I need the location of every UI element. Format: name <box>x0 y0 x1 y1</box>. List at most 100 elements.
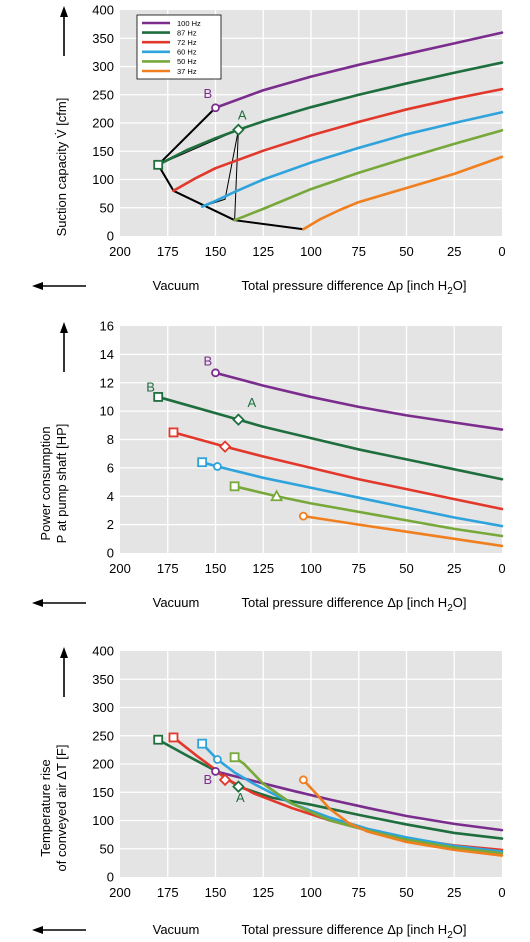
chart1-legend-box <box>136 14 222 80</box>
chart3-xaxis-arrow-head <box>32 926 43 934</box>
chart1-xtick-label-8: 0 <box>498 244 505 259</box>
chart1-boundary-line-3 <box>234 129 239 221</box>
chart2-marker-8 <box>270 489 284 502</box>
chart2-xtick-label-0: 200 <box>109 561 131 576</box>
chart1-legend-label-3: 60 Hz <box>177 48 197 57</box>
chart3-marker-1 <box>168 732 179 743</box>
chart3-xtick-label-6: 50 <box>399 885 413 900</box>
chart1-legend-label-4: 50 Hz <box>177 57 197 66</box>
chart2-marker-6 <box>213 462 222 471</box>
chart2-xtick-label-6: 50 <box>399 561 413 576</box>
chart1-series-37hz-line <box>302 155 504 231</box>
chart3-series-87hz-line <box>156 738 504 840</box>
chart1-ytick-label-7: 350 <box>92 31 114 46</box>
chart2-ytick-label-3: 6 <box>107 460 114 475</box>
chart3-xtick-label-8: 0 <box>498 885 505 900</box>
chart1-legend-label-5: 37 Hz <box>177 67 197 76</box>
chart1-series-60hz-line <box>200 110 504 208</box>
chart3-series-37hz-line <box>302 778 504 857</box>
chart3-xlabel-vacuum: Vacuum <box>153 922 200 937</box>
chart2-xtick-label-8: 0 <box>498 561 505 576</box>
chart3-ylabel-line-0: Temperature rise <box>38 759 53 857</box>
chart3-ytick-label-8: 400 <box>92 644 114 659</box>
chart3-ytick-label-6: 300 <box>92 700 114 715</box>
chart2-ylabel-line-1: P at pump shaft [HP] <box>54 424 69 544</box>
chart3-marker-8 <box>232 780 245 793</box>
chart2-xtick-label-5: 75 <box>352 561 366 576</box>
chart2-marker-7 <box>229 481 240 492</box>
chart2-series-100hz-line <box>214 371 504 431</box>
chart1-marker-0 <box>211 103 220 113</box>
chart1-xaxis-arrow-head <box>32 282 43 290</box>
chart1-yaxis-arrow-head <box>60 6 68 17</box>
chart3-ylabel-line-1: of conveyed air ΔT [F] <box>54 745 69 872</box>
chart3-ytick-label-2: 100 <box>92 813 114 828</box>
chart2-marker-4 <box>218 440 232 453</box>
chart1-ytick-label-3: 150 <box>92 144 114 159</box>
chart2-series-60hz-line <box>200 460 504 528</box>
chart2-ylabel-line-0: Power consumption <box>38 426 53 540</box>
chart3-xtick-label-0: 200 <box>109 885 131 900</box>
chart2-annotation-B-1: B <box>146 379 155 394</box>
chart3-marker-5 <box>213 755 222 764</box>
chart1-ytick-label-4: 200 <box>92 116 114 131</box>
chart1-xtick-label-4: 100 <box>300 244 322 259</box>
chart2-ytick-label-7: 14 <box>100 347 114 362</box>
chart1-xtick-label-7: 25 <box>447 244 461 259</box>
chart2-xtick-label-1: 175 <box>157 561 179 576</box>
chart1-marker-2 <box>153 159 164 170</box>
chart1-ytick-label-5: 250 <box>92 87 114 102</box>
chart2-marker-1 <box>153 392 164 402</box>
chart1-legend-label-0: 100 Hz <box>177 19 201 28</box>
chart2-ytick-label-8: 16 <box>100 319 114 334</box>
chart2-annotation-B-0: B <box>204 354 213 369</box>
chart3-xlabel: Total pressure difference Δp [inch H2O] <box>241 922 466 941</box>
chart3-xtick-label-3: 125 <box>252 885 274 900</box>
chart2-yaxis-arrow-head <box>60 322 68 333</box>
chart2-ytick-label-0: 0 <box>107 546 114 561</box>
chart1-annotation-B-0: B <box>204 86 213 101</box>
chart2-marker-5 <box>197 457 208 468</box>
chart1-series-100hz-line <box>214 31 504 110</box>
chart1-legend-label-1: 87 Hz <box>177 28 197 37</box>
chart1-xlabel-vacuum: Vacuum <box>153 278 200 293</box>
chart2-xlabel: Total pressure difference Δp [inch H2O] <box>241 595 466 614</box>
chart3-xtick-label-7: 25 <box>447 885 461 900</box>
chart2-marker-0 <box>211 368 220 378</box>
chart2-series-72hz-line <box>172 431 504 511</box>
chart2-marker-2 <box>232 413 245 426</box>
chart3-marker-3 <box>229 752 240 763</box>
chart3-ytick-label-3: 150 <box>92 785 114 800</box>
chart3-ytick-label-4: 200 <box>92 757 114 772</box>
chart2-xtick-label-7: 25 <box>447 561 461 576</box>
chart3-marker-0 <box>153 734 164 745</box>
chart2-xtick-label-3: 125 <box>252 561 274 576</box>
chart3-xtick-label-2: 150 <box>205 885 227 900</box>
chart3-marker-4 <box>298 775 308 785</box>
chart2-marker-9 <box>298 511 308 521</box>
chart1-xtick-label-3: 125 <box>252 244 274 259</box>
chart3-series-50hz-line <box>233 755 504 855</box>
chart2-ytick-label-5: 10 <box>100 404 114 419</box>
chart3-ytick-label-0: 0 <box>107 870 114 885</box>
chart3-annotation-A-1: A <box>236 790 245 805</box>
chart2-ytick-label-6: 12 <box>100 375 114 390</box>
chart3-ytick-label-5: 250 <box>92 728 114 743</box>
chart1-xtick-label-2: 150 <box>205 244 227 259</box>
chart1-xtick-label-6: 50 <box>399 244 413 259</box>
chart1-xtick-label-1: 175 <box>157 244 179 259</box>
chart3-xtick-label-1: 175 <box>157 885 179 900</box>
chart1-xtick-label-5: 75 <box>352 244 366 259</box>
chart2-ytick-label-1: 2 <box>107 517 114 532</box>
chart1-ytick-label-1: 50 <box>100 200 114 215</box>
chart1-annotation-A-1: A <box>238 108 247 123</box>
chart3-marker-7 <box>218 773 232 787</box>
chart2-xtick-label-2: 150 <box>205 561 227 576</box>
chart2-marker-3 <box>168 427 179 438</box>
chart2-annotation-A-2: A <box>247 395 256 410</box>
chart1-series-72hz-line <box>172 87 504 193</box>
chart3-yaxis-arrow-head <box>60 647 68 658</box>
chart3-ytick-label-1: 50 <box>100 841 114 856</box>
chart3-xtick-label-5: 75 <box>352 885 366 900</box>
